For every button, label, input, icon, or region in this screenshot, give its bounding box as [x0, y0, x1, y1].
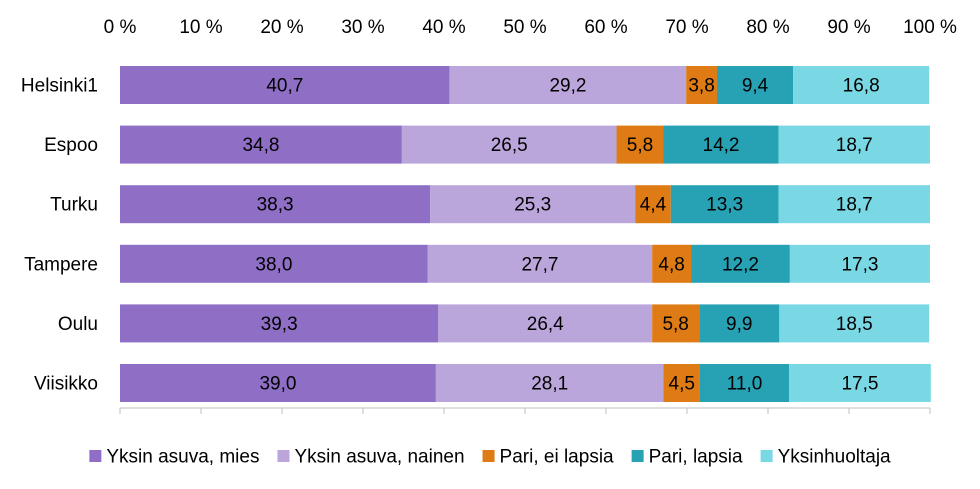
legend-swatch: [482, 450, 495, 462]
bar-segment: [427, 244, 653, 283]
bar-segment: [716, 66, 794, 104]
bar-segment: [449, 66, 687, 104]
x-tick-label: 40 %: [422, 17, 465, 38]
data-label: 28,1: [531, 374, 568, 395]
data-label: 34,8: [242, 135, 279, 156]
bar-segment: [438, 304, 653, 343]
bar-segment: [686, 66, 717, 104]
data-label: 3,8: [688, 76, 714, 97]
x-tick-label: 10 %: [179, 17, 222, 38]
legend-swatch: [89, 450, 102, 462]
bar-segment: [699, 304, 780, 343]
data-label: 27,7: [521, 254, 558, 275]
bar-segment: [616, 125, 664, 164]
category-label: Helsinki1: [21, 76, 98, 97]
data-label: 29,2: [549, 76, 586, 97]
data-label: 14,2: [703, 135, 740, 156]
data-label: 17,5: [841, 374, 878, 395]
bar-segment: [120, 185, 431, 224]
legend-label: Yksinhuoltaja: [778, 447, 891, 468]
data-label: 18,5: [836, 314, 873, 335]
data-label: 13,3: [706, 195, 743, 216]
bar-segment: [652, 304, 700, 343]
data-label: 38,3: [257, 195, 294, 216]
bar-segment: [430, 185, 636, 224]
bar-segment: [699, 364, 790, 402]
legend-label: Yksin asuva, nainen: [294, 447, 464, 468]
legend-swatch: [277, 450, 290, 462]
bar-segment: [435, 364, 664, 402]
category-label: Turku: [50, 195, 98, 216]
data-label: 39,0: [259, 374, 296, 395]
data-label: 11,0: [727, 374, 763, 395]
bar-segment: [778, 185, 930, 224]
bar-segment: [635, 185, 671, 224]
legend-label: Pari, ei lapsia: [500, 447, 614, 468]
bar-segment: [120, 364, 436, 402]
bar-segment: [120, 125, 402, 164]
data-label: 5,8: [662, 314, 688, 335]
data-label: 26,4: [527, 314, 564, 335]
data-label: 9,4: [742, 76, 769, 97]
data-label: 4,5: [669, 374, 695, 395]
bar-segment: [663, 364, 700, 402]
data-label: 26,5: [491, 135, 528, 156]
legend-label: Pari, lapsia: [649, 447, 743, 468]
category-label: Espoo: [44, 135, 98, 156]
bar-segment: [120, 304, 439, 343]
bar-segment: [789, 364, 931, 402]
bar-segment: [789, 244, 930, 283]
legend-swatch: [760, 450, 773, 462]
x-tick-label: 100 %: [903, 17, 957, 38]
data-label: 39,3: [261, 314, 298, 335]
bar-segment: [779, 304, 930, 343]
bar-segment: [778, 125, 930, 164]
category-label: Viisikko: [34, 374, 98, 395]
bar-segment: [401, 125, 617, 164]
data-label: 4,8: [658, 254, 684, 275]
data-label: 25,3: [514, 195, 551, 216]
x-tick-label: 80 %: [746, 17, 789, 38]
x-tick-label: 70 %: [665, 17, 708, 38]
bar-segment: [652, 244, 692, 283]
x-tick-label: 0 %: [104, 17, 137, 38]
x-tick-label: 60 %: [584, 17, 627, 38]
data-label: 12,2: [722, 254, 759, 275]
bar-segment: [663, 125, 779, 164]
bar-segment: [670, 185, 779, 224]
bar-segment: [793, 66, 930, 104]
x-tick-label: 30 %: [341, 17, 384, 38]
data-label: 17,3: [841, 254, 878, 275]
x-tick-label: 20 %: [260, 17, 303, 38]
x-tick-label: 50 %: [503, 17, 546, 38]
legend-swatch: [631, 450, 644, 462]
data-label: 38,0: [255, 254, 292, 275]
data-label: 40,7: [266, 76, 303, 97]
bar-segment: [120, 66, 450, 104]
data-label: 18,7: [836, 135, 873, 156]
category-label: Tampere: [24, 254, 98, 275]
data-label: 16,8: [843, 76, 880, 97]
data-label: 9,9: [726, 314, 752, 335]
data-label: 18,7: [836, 195, 873, 216]
legend-label: Yksin asuva, mies: [106, 447, 259, 468]
bar-segment: [691, 244, 790, 283]
data-label: 5,8: [627, 135, 653, 156]
bar-segment: [120, 244, 428, 283]
data-label: 4,4: [640, 195, 667, 216]
category-label: Oulu: [58, 314, 98, 335]
x-tick-label: 90 %: [827, 17, 870, 38]
